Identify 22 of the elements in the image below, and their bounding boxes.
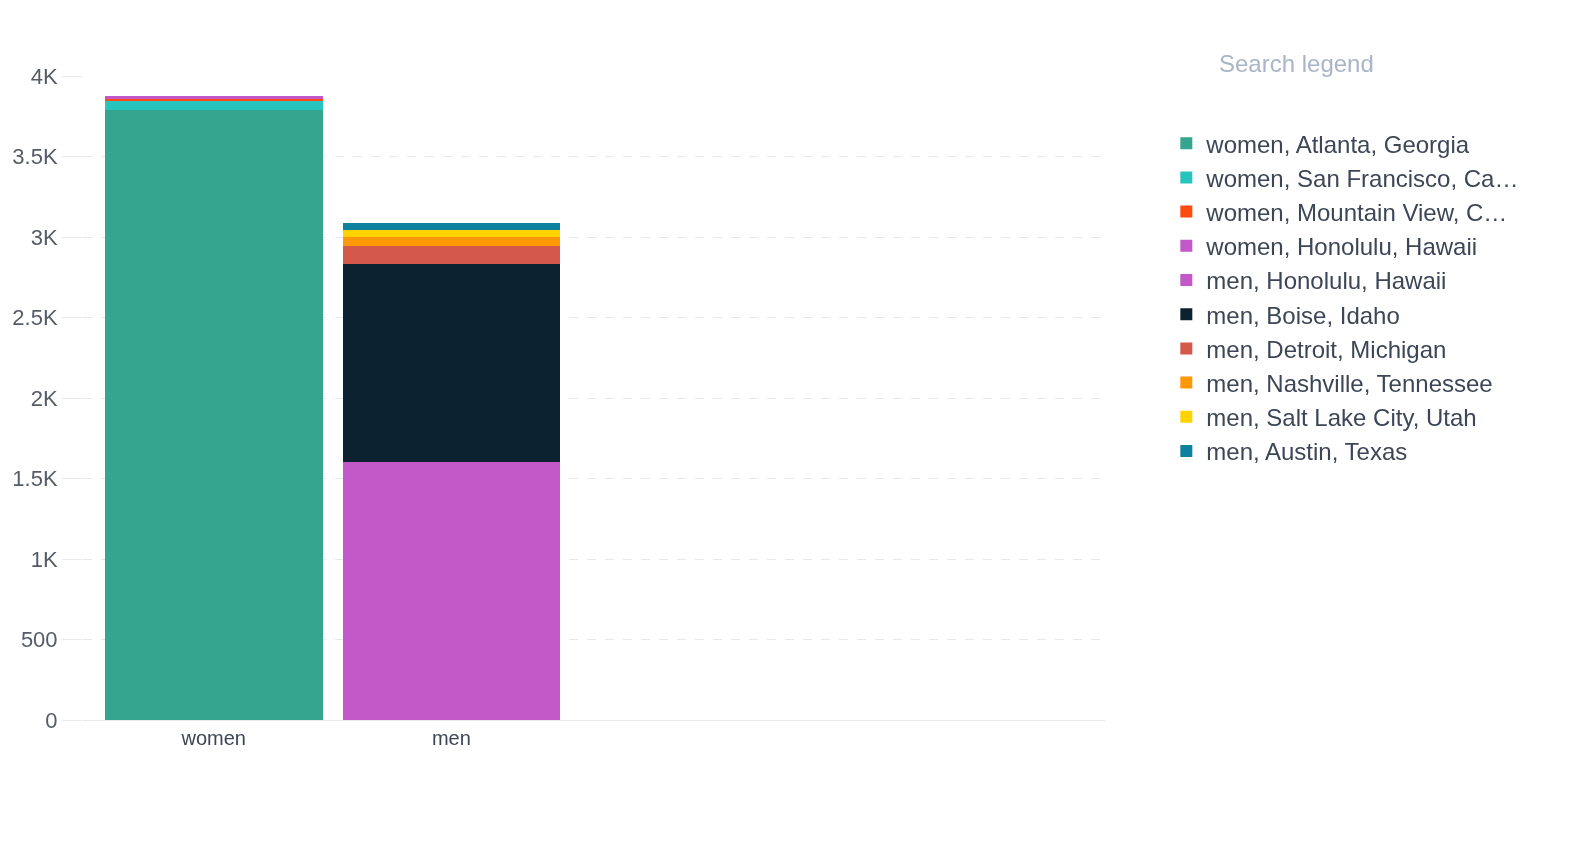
legend-label: women, Honolulu, Hawaii	[1205, 233, 1478, 261]
y-tick-label: 4K	[30, 63, 58, 89]
y-tick-label: 0	[45, 707, 58, 733]
y-tick-label: 3.5K	[12, 144, 58, 170]
legend-label: women, Atlanta, Georgia	[1205, 130, 1470, 158]
legend-label: men, Detroit, Michigan	[1206, 335, 1447, 363]
legend-label: women, Mountain View, C…	[1205, 198, 1508, 226]
legend-label: men, Boise, Idaho	[1206, 301, 1400, 329]
y-tick-label: 2K	[30, 385, 58, 411]
x-tick-label: women	[180, 727, 246, 749]
legend-label: men, Salt Lake City, Utah	[1206, 404, 1477, 432]
legend-label: women, San Francisco, Ca…	[1205, 164, 1519, 192]
y-tick-label: 3K	[30, 224, 58, 250]
x-tick-label: men	[431, 727, 471, 749]
y-tick-label: 2.5K	[12, 305, 58, 331]
legend-label: men, Honolulu, Hawaii	[1206, 267, 1447, 295]
legend-label: men, Austin, Texas	[1206, 438, 1408, 466]
legend-label: men, Nashville, Tennessee	[1206, 369, 1493, 397]
y-tick-label: 1K	[30, 546, 58, 572]
y-tick-label: 500	[20, 627, 58, 653]
text: Search legend	[1219, 50, 1374, 77]
y-tick-label: 1.5K	[12, 466, 58, 492]
